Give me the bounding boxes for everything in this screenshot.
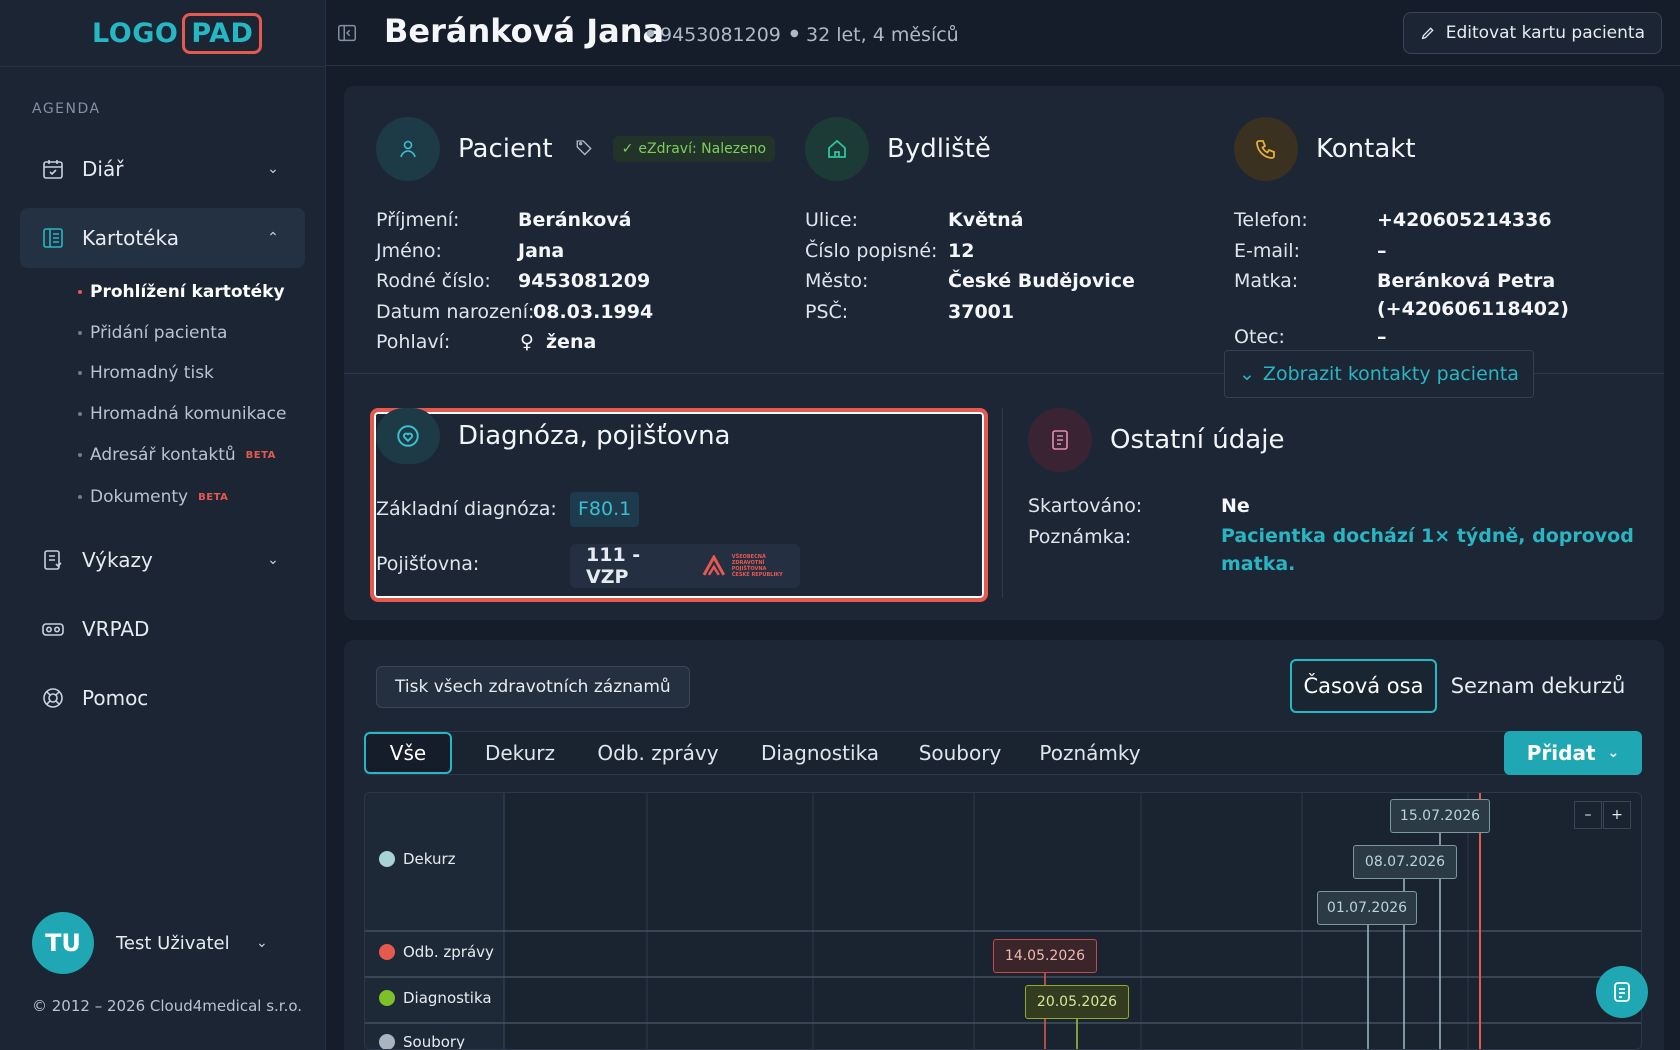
patient-age: 32 let, 4 měsíců [806,24,959,46]
document-icon [1028,408,1092,472]
tab-diagnostika[interactable]: Diagnostika [760,741,880,765]
section-title: Bydliště [887,134,991,164]
show-contacts-button[interactable]: ⌄ Zobrazit kontakty pacienta [1224,350,1534,398]
vzp-logo: VŠEOBECNÁ ZDRAVOTNÍ POJIŠŤOVNA ČESKÉ REP… [702,554,800,578]
zoom-in-button[interactable]: + [1603,801,1631,829]
separator-dot: ● [790,28,799,39]
patient-name: Beránková Jana [384,12,665,50]
timeline-event-diagnostika[interactable]: 20.05.2026 [1025,985,1129,1019]
section-title: Ostatní údaje [1110,425,1285,455]
timeline-event-odb-zpravy[interactable]: 14.05.2026 [993,939,1097,973]
check-icon: ✓ [621,141,634,157]
divider [344,373,1664,374]
lane-label-diagnostika: Diagnostika [379,989,492,1007]
patient-birth-number: 9453081209 [660,24,781,46]
print-all-button[interactable]: Tisk všech zdravotních záznamů [376,666,690,708]
address-section-header: Bydliště [805,117,991,181]
patient-fields: Příjmení: Beránková Jméno: Jana Rodné čísl… [376,205,736,360]
diagnosis-code[interactable]: F80.1 [570,492,640,527]
calendar-icon [40,156,66,182]
section-title: Kontakt [1316,134,1416,164]
sidebar-item-diar[interactable]: Diář ⌄ [20,139,305,199]
timeline-view-button[interactable]: Časová osa [1290,659,1437,713]
sidebar-sub-pridani[interactable]: Přidání pacienta [78,320,227,346]
logo[interactable]: LOGO PAD [92,12,263,55]
lane-label-odb-zpravy: Odb. zprávy [379,943,494,961]
diagnosis-section-header: Diagnóza, pojišťovna [376,408,730,464]
diagnosis-fields: Základní diagnóza: F80.1 Pojišťovna: [376,492,956,594]
copyright: © 2012 – 2026 Cloud4medical s.r.o. [32,997,303,1015]
other-fields: Skartováno: Ne Poznámka: Pacientka docház… [1028,491,1648,591]
separator-dot: ● [646,28,655,39]
beta-badge: BETA [245,449,276,461]
timeline-event-dekurz[interactable]: 08.07.2026 [1353,845,1457,879]
tab-vse[interactable]: Vše [364,732,452,774]
divider [1002,408,1003,598]
divider [0,66,326,67]
add-record-button[interactable]: Přidat ⌄ [1504,731,1642,775]
address-fields: Ulice: Květná Číslo popisné: 12 Město: Česk… [805,209,1135,323]
document-icon [1614,982,1630,1002]
sidebar-sub-dokumenty[interactable]: Dokumenty BETA [78,484,228,510]
tab-poznamky[interactable]: Poznámky [1039,741,1141,765]
report-icon [40,547,66,573]
sidebar-item-pomoc[interactable]: Pomoc [20,668,305,728]
patient-note: Pacientka dochází 1× týdně, doprovod mat… [1221,524,1634,575]
sidebar-sub-adresar[interactable]: Adresář kontaktů BETA [78,442,276,468]
timeline-event-dekurz[interactable]: 01.07.2026 [1317,891,1417,925]
beta-badge: BETA [198,491,229,503]
contact-fields: Telefon: +420605214336 E-mail: – Matka: Ber… [1234,209,1569,348]
tab-dekurz[interactable]: Dekurz [484,741,556,765]
user-menu[interactable]: TU Test Uživatel ⌄ [32,912,268,974]
sidebar-item-vykazy[interactable]: Výkazy ⌄ [20,530,305,590]
sidebar: LOGO PAD AGENDA Diář ⌄ Kartotéka ⌃ Prohl… [0,0,326,1050]
female-icon: ♀ [520,331,534,353]
section-title: Pacient [458,134,553,164]
collapse-sidebar-icon[interactable] [336,22,360,46]
card-index-icon [40,225,66,251]
edit-patient-button[interactable]: Editovat kartu pacienta [1402,12,1662,54]
chevron-up-icon: ⌃ [267,230,279,246]
phone-icon [1234,117,1298,181]
list-view-button[interactable]: Seznam dekurzů [1450,674,1626,698]
pencil-icon [1421,27,1434,40]
chevron-down-icon: ⌄ [267,552,279,568]
chevron-down-icon: ⌄ [256,935,268,951]
lane-label-dekurz: Dekurz [379,850,456,868]
section-title: Diagnóza, pojišťovna [458,421,731,451]
tab-odb-zpravy[interactable]: Odb. zprávy [597,741,719,765]
other-section-header: Ostatní údaje [1028,408,1284,472]
heart-icon [376,408,440,464]
chevron-down-icon: ⌄ [1607,745,1620,761]
vr-headset-icon [40,616,66,642]
insurance-chip: 111 - VZP VŠEOBECNÁ ZDRAVOTNÍ POJIŠŤOVNA… [570,544,800,588]
diagnosis-highlight [370,408,988,602]
sidebar-item-kartoteka[interactable]: Kartotéka ⌃ [20,208,305,268]
home-icon [805,117,869,181]
user-name: Test Uživatel [116,932,230,954]
person-icon [376,117,440,181]
chevron-down-icon: ⌄ [1239,363,1255,385]
chevron-down-icon: ⌄ [267,161,279,177]
sidebar-sub-prohlizeni[interactable]: Prohlížení kartotéky [78,279,285,305]
sidebar-item-vrpad[interactable]: VRPAD [20,599,305,659]
timeline-event-dekurz[interactable]: 15.07.2026 [1390,799,1490,833]
zoom-out-button[interactable]: – [1574,801,1602,829]
lifebuoy-icon [40,685,66,711]
topbar: Beránková Jana ● 9453081209 ● 32 let, 4 … [326,0,1680,66]
contact-section-header: Kontakt [1234,117,1416,181]
section-label: AGENDA [32,101,101,117]
sidebar-sub-komunikace[interactable]: Hromadná komunikace [78,401,286,427]
tag-icon[interactable] [575,138,593,160]
avatar: TU [32,912,94,974]
notes-fab-button[interactable] [1596,966,1648,1018]
record-tabs: Vše Dekurz Odb. zprávy Diagnostika Soubo… [364,731,1642,775]
ezdravi-badge: ✓ eZdraví: Nalezeno [612,136,776,162]
tab-soubory[interactable]: Soubory [918,741,1002,765]
sidebar-sub-tisk[interactable]: Hromadný tisk [78,360,214,386]
timeline: Dekurz Odb. zprávy Diagnostika Soubory 1… [364,792,1642,1050]
patient-section-header: Pacient ✓ eZdraví: Nalezeno [376,117,776,181]
lane-label-soubory: Soubory [379,1033,465,1049]
